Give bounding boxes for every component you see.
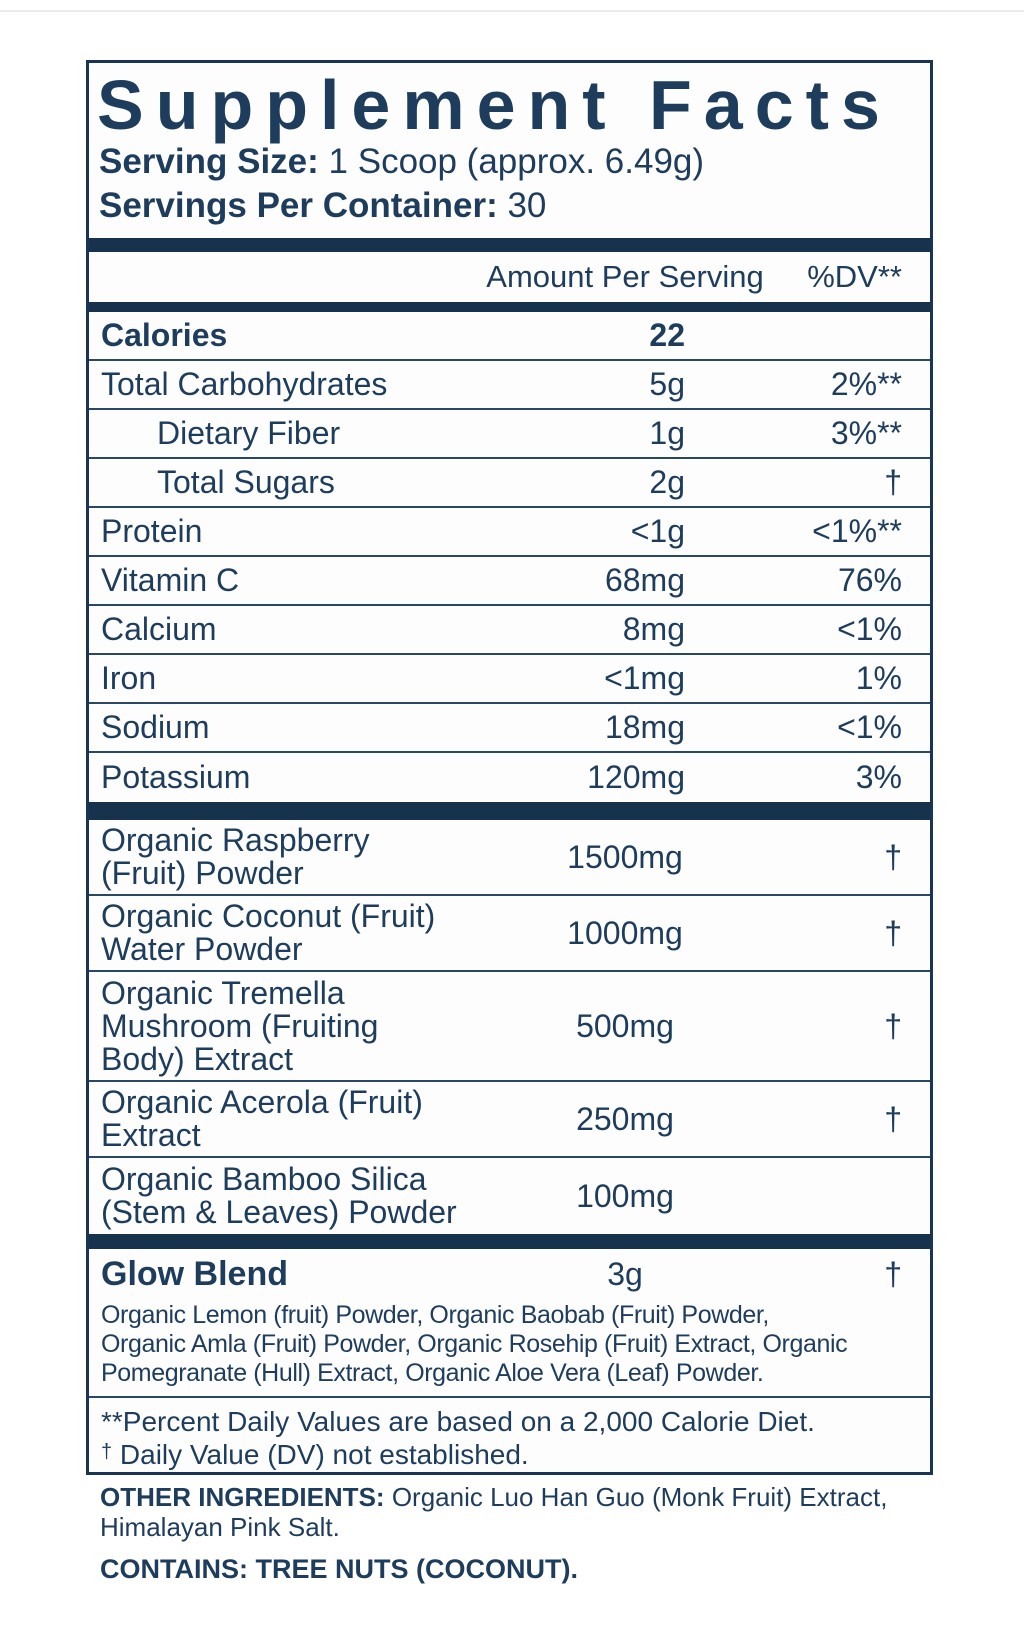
nutrient-row-total-carbohydrates: Total Carbohydrates 5g 2%** bbox=[89, 361, 930, 410]
column-header-row: Amount Per Serving %DV** bbox=[89, 252, 930, 302]
separator-bar-thick-4 bbox=[89, 1234, 930, 1249]
serving-size-value: 1 Scoop (approx. 6.49g) bbox=[328, 142, 705, 181]
other-ingredients-value-line-1: Organic Luo Han Guo (Monk Fruit) Extract… bbox=[391, 1482, 888, 1512]
nutrient-name: Protein bbox=[101, 513, 203, 549]
nutrient-amount: <1g bbox=[630, 513, 685, 549]
top-edge-line bbox=[0, 10, 1024, 12]
ingredient-row-raspberry: Organic Raspberry (Fruit) Powder 1500mg … bbox=[89, 820, 930, 896]
separator-bar-thick-2 bbox=[89, 302, 930, 312]
ingredient-name: Organic Tremella Mushroom (Fruiting Body… bbox=[101, 974, 379, 1077]
nutrient-row-total-sugars: Total Sugars 2g † bbox=[89, 459, 930, 508]
ingredient-name: Organic Coconut (Fruit) Water Powder bbox=[101, 898, 436, 967]
footnote-percent-dv: **Percent Daily Values are based on a 2,… bbox=[101, 1406, 815, 1437]
nutrient-name: Sodium bbox=[101, 709, 210, 745]
nutrient-amount: 8mg bbox=[622, 611, 685, 647]
nutrient-name: Vitamin C bbox=[101, 562, 240, 598]
footnote-dagger-text: Daily Value (DV) not established. bbox=[119, 1439, 529, 1470]
footnotes: **Percent Daily Values are based on a 2,… bbox=[89, 1398, 930, 1470]
nutrient-dv: <1%** bbox=[812, 513, 902, 549]
nutrient-row-potassium: Potassium 120mg 3% bbox=[89, 753, 930, 802]
servings-per-container-label: Servings Per Container: bbox=[99, 186, 498, 225]
amount-per-serving-header: Amount Per Serving bbox=[486, 259, 764, 294]
ingredient-amount: 500mg bbox=[576, 1007, 674, 1044]
bottom-section: OTHER INGREDIENTS: Organic Luo Han Guo (… bbox=[100, 1482, 1012, 1584]
nutrient-dv: † bbox=[884, 464, 902, 500]
nutrient-dv: 2%** bbox=[830, 366, 902, 402]
nutrient-name: Dietary Fiber bbox=[157, 415, 341, 451]
footnote-divider-line bbox=[89, 1396, 930, 1398]
nutrient-amount: 5g bbox=[649, 366, 685, 402]
nutrient-row-dietary-fiber: Dietary Fiber 1g 3%** bbox=[89, 410, 930, 459]
nutrient-row-protein: Protein <1g <1%** bbox=[89, 508, 930, 557]
ingredient-name: Organic Bamboo Silica (Stem & Leaves) Po… bbox=[101, 1161, 457, 1230]
panel-title: Supplement Facts bbox=[97, 66, 892, 144]
other-ingredients-label: OTHER INGREDIENTS: bbox=[100, 1482, 385, 1512]
dagger-symbol: † bbox=[101, 1441, 113, 1463]
servings-per-container-row: Servings Per Container: 30 bbox=[99, 184, 930, 228]
nutrient-name: Total Sugars bbox=[157, 464, 335, 500]
glow-blend-description: Organic Lemon (fruit) Powder, Organic Ba… bbox=[101, 1301, 848, 1387]
glow-blend-amount: 3g bbox=[607, 1255, 643, 1292]
nutrient-dv: <1% bbox=[837, 709, 902, 745]
ingredient-dv: † bbox=[884, 1007, 902, 1044]
nutrient-name: Potassium bbox=[101, 759, 251, 795]
nutrient-dv: <1% bbox=[837, 611, 902, 647]
ingredient-name: Organic Acerola (Fruit) Extract bbox=[101, 1084, 423, 1153]
nutrient-name: Calories bbox=[101, 317, 228, 353]
ingredient-row-acerola: Organic Acerola (Fruit) Extract 250mg † bbox=[89, 1082, 930, 1158]
supplement-facts-panel: Supplement Facts Serving Size: 1 Scoop (… bbox=[86, 60, 933, 1475]
ingredient-amount: 1000mg bbox=[567, 914, 683, 951]
footnote-dagger: † Daily Value (DV) not established. bbox=[101, 1437, 916, 1470]
nutrient-amount: 68mg bbox=[604, 562, 685, 598]
other-ingredients-line-1: OTHER INGREDIENTS: Organic Luo Han Guo (… bbox=[100, 1482, 1012, 1512]
ingredient-row-tremella-mushroom: Organic Tremella Mushroom (Fruiting Body… bbox=[89, 972, 930, 1082]
servings-per-container-value: 30 bbox=[507, 186, 547, 225]
nutrient-row-iron: Iron <1mg 1% bbox=[89, 655, 930, 704]
nutrient-row-sodium: Sodium 18mg <1% bbox=[89, 704, 930, 753]
glow-blend-name: Glow Blend bbox=[101, 1254, 288, 1293]
contains-statement: CONTAINS: TREE NUTS (COCONUT). bbox=[100, 1554, 578, 1584]
other-ingredients-line-2: Himalayan Pink Salt. bbox=[100, 1512, 340, 1542]
nutrient-name: Calcium bbox=[101, 611, 217, 647]
ingredient-row-coconut-water: Organic Coconut (Fruit) Water Powder 100… bbox=[89, 896, 930, 972]
ingredient-amount: 100mg bbox=[576, 1177, 674, 1214]
ingredient-dv: † bbox=[884, 914, 902, 951]
nutrient-amount: 22 bbox=[649, 317, 685, 353]
separator-bar-thick-1 bbox=[89, 238, 930, 252]
nutrient-dv: 1% bbox=[855, 660, 902, 696]
nutrient-dv: 3% bbox=[855, 759, 902, 795]
serving-size-row: Serving Size: 1 Scoop (approx. 6.49g) bbox=[99, 140, 930, 184]
percent-dv-header: %DV** bbox=[807, 259, 902, 294]
separator-bar-thick-3 bbox=[89, 802, 930, 820]
nutrient-dv: 3%** bbox=[830, 415, 902, 451]
nutrient-dv: 76% bbox=[837, 562, 902, 598]
nutrient-amount: <1mg bbox=[604, 660, 685, 696]
nutrient-amount: 18mg bbox=[604, 709, 685, 745]
nutrient-row-calcium: Calcium 8mg <1% bbox=[89, 606, 930, 655]
nutrient-name: Total Carbohydrates bbox=[101, 366, 388, 402]
nutrient-row-calories: Calories 22 bbox=[89, 312, 930, 361]
nutrient-row-vitamin-c: Vitamin C 68mg 76% bbox=[89, 557, 930, 606]
ingredient-row-bamboo-silica: Organic Bamboo Silica (Stem & Leaves) Po… bbox=[89, 1158, 930, 1234]
nutrient-amount: 120mg bbox=[587, 759, 685, 795]
nutrient-amount: 2g bbox=[649, 464, 685, 500]
ingredient-dv: † bbox=[884, 838, 902, 875]
ingredient-dv: † bbox=[884, 1100, 902, 1137]
glow-blend-row: Glow Blend 3g † bbox=[89, 1249, 930, 1299]
nutrient-name: Iron bbox=[101, 660, 157, 696]
glow-blend-dv: † bbox=[884, 1255, 902, 1292]
ingredient-amount: 1500mg bbox=[567, 838, 683, 875]
ingredient-amount: 250mg bbox=[576, 1100, 674, 1137]
serving-size-label: Serving Size: bbox=[99, 142, 319, 181]
nutrient-amount: 1g bbox=[649, 415, 685, 451]
ingredient-name: Organic Raspberry (Fruit) Powder bbox=[101, 822, 370, 891]
